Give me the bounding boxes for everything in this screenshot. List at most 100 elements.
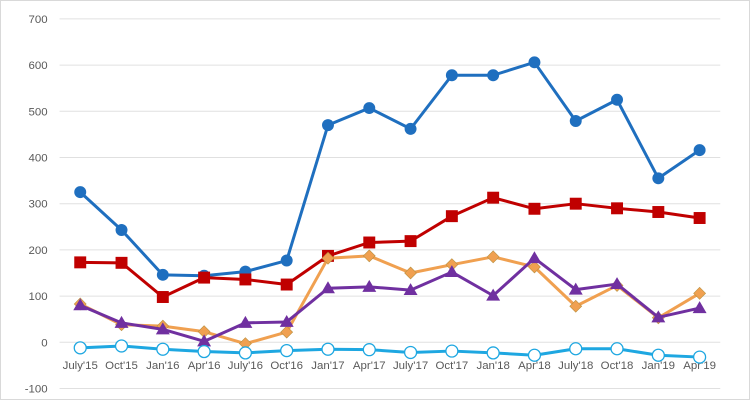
x-tick-label: Apr'18 bbox=[518, 360, 551, 372]
data-point bbox=[363, 236, 376, 249]
data-point bbox=[445, 344, 459, 358]
data-point bbox=[693, 212, 706, 224]
data-point bbox=[74, 186, 87, 199]
data-point bbox=[279, 314, 294, 327]
data-point bbox=[197, 334, 212, 347]
x-tick-label: Jan'19 bbox=[642, 360, 675, 372]
data-point bbox=[280, 325, 294, 339]
y-tick-label: 100 bbox=[29, 291, 48, 303]
data-point bbox=[569, 299, 583, 313]
data-point bbox=[486, 288, 501, 301]
data-point bbox=[692, 301, 707, 314]
data-point bbox=[280, 278, 293, 291]
data-point bbox=[321, 281, 335, 294]
data-point bbox=[322, 119, 334, 132]
data-point bbox=[156, 268, 169, 281]
data-point bbox=[404, 122, 417, 135]
data-point bbox=[74, 256, 87, 269]
x-tick-label: July'15 bbox=[63, 360, 98, 372]
data-point bbox=[404, 235, 417, 248]
y-tick-label: 600 bbox=[29, 60, 48, 72]
data-point bbox=[487, 69, 500, 82]
data-point bbox=[486, 346, 500, 360]
data-point bbox=[652, 172, 665, 185]
x-tick-label: Apr'17 bbox=[353, 360, 386, 372]
data-point bbox=[569, 115, 582, 127]
data-point bbox=[693, 144, 706, 157]
data-point bbox=[693, 286, 707, 300]
y-tick-label: 500 bbox=[29, 106, 48, 118]
data-point bbox=[115, 256, 128, 269]
y-tick-label: 200 bbox=[29, 245, 48, 257]
data-point bbox=[362, 279, 377, 292]
data-point bbox=[487, 191, 500, 204]
x-tick-label: Jan'16 bbox=[146, 360, 179, 372]
series-line bbox=[80, 196, 700, 299]
data-point bbox=[403, 345, 418, 360]
data-point bbox=[445, 69, 458, 82]
y-tick-label: 300 bbox=[29, 199, 48, 211]
y-tick-label: -100 bbox=[25, 383, 48, 395]
data-point bbox=[321, 342, 335, 356]
data-point bbox=[528, 202, 541, 215]
data-point bbox=[444, 265, 459, 278]
data-point bbox=[568, 282, 583, 295]
data-point bbox=[693, 350, 707, 364]
data-point bbox=[238, 315, 253, 328]
data-point bbox=[651, 310, 666, 323]
data-point bbox=[362, 249, 376, 263]
data-point bbox=[486, 250, 500, 264]
data-point bbox=[73, 298, 88, 311]
data-point bbox=[651, 348, 665, 362]
series-2 bbox=[74, 191, 706, 303]
data-point bbox=[610, 277, 624, 290]
data-point bbox=[569, 342, 583, 356]
data-point bbox=[404, 266, 417, 280]
data-point bbox=[239, 273, 252, 286]
x-tick-label: Oct'16 bbox=[270, 360, 303, 372]
data-point bbox=[528, 260, 541, 274]
x-tick-label: July'17 bbox=[393, 360, 428, 372]
data-point bbox=[197, 344, 211, 359]
series-line bbox=[80, 344, 700, 359]
series-1 bbox=[74, 56, 706, 282]
data-point bbox=[652, 206, 665, 218]
data-point bbox=[115, 224, 128, 236]
data-point bbox=[403, 283, 418, 296]
data-point bbox=[321, 251, 335, 265]
series-3 bbox=[73, 249, 707, 351]
series-5 bbox=[73, 339, 707, 364]
y-tick-label: 700 bbox=[29, 14, 48, 26]
x-tick-label: July'16 bbox=[228, 360, 263, 372]
x-tick-label: Jan'18 bbox=[476, 360, 509, 372]
data-point bbox=[156, 291, 169, 303]
y-tick-label: 0 bbox=[41, 337, 47, 349]
data-point bbox=[73, 341, 87, 355]
data-point bbox=[610, 342, 624, 356]
data-point bbox=[280, 254, 293, 267]
data-point bbox=[114, 339, 129, 353]
data-point bbox=[362, 343, 376, 357]
data-point bbox=[528, 56, 541, 69]
data-point bbox=[156, 342, 170, 356]
series-line bbox=[79, 256, 700, 343]
data-point bbox=[445, 210, 458, 223]
data-point bbox=[527, 251, 542, 264]
series-line bbox=[79, 254, 701, 346]
data-point bbox=[611, 202, 624, 215]
data-point bbox=[155, 322, 170, 335]
x-tick-label: July'18 bbox=[558, 360, 593, 372]
data-point bbox=[363, 102, 376, 115]
x-tick-label: Oct'15 bbox=[105, 360, 138, 372]
series-line bbox=[79, 60, 701, 278]
data-point bbox=[198, 271, 211, 284]
y-tick-label: 400 bbox=[29, 152, 48, 164]
data-point bbox=[114, 315, 129, 328]
data-point bbox=[569, 197, 582, 210]
data-point bbox=[611, 93, 624, 106]
series-4 bbox=[73, 251, 707, 347]
x-tick-label: Apr'16 bbox=[188, 360, 221, 372]
x-tick-label: Oct'18 bbox=[601, 360, 634, 372]
data-point bbox=[527, 348, 542, 362]
